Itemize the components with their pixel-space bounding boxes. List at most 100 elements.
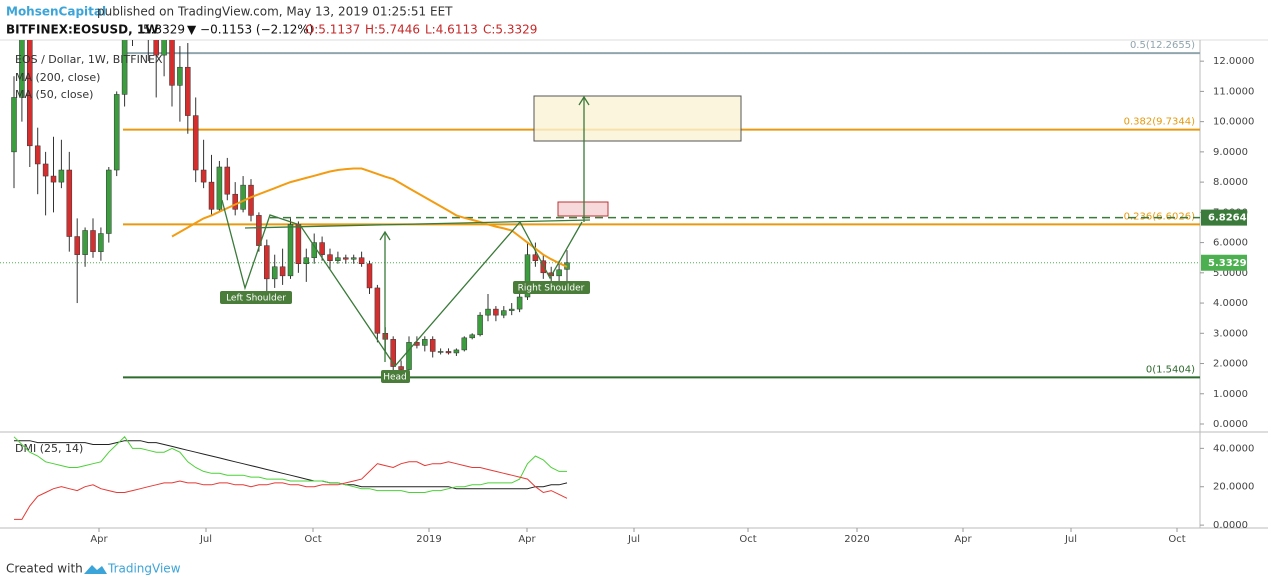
candle-body xyxy=(358,257,365,264)
candle-body xyxy=(224,166,231,195)
candle-body xyxy=(287,224,294,277)
y-tick-label: 9.0000 xyxy=(1213,147,1248,158)
price-badge-label: 6.8264 xyxy=(1208,213,1247,224)
y-tick-label: 1.0000 xyxy=(1213,389,1248,400)
x-tick-label: 2019 xyxy=(416,534,441,545)
candle-body xyxy=(303,257,310,264)
annotation-box xyxy=(381,370,410,383)
candle-body xyxy=(493,308,499,316)
candle-body xyxy=(82,230,88,255)
dmi-pane xyxy=(13,436,568,520)
annotation-box xyxy=(220,291,292,304)
candle-body xyxy=(311,242,317,258)
fib-label: 0.5(12.2655) xyxy=(1130,40,1195,51)
candle-body xyxy=(485,308,491,316)
x-tick-label: 2020 xyxy=(844,534,869,545)
candle-body xyxy=(19,40,25,98)
candle-body xyxy=(508,308,515,311)
y-tick-label: 3.0000 xyxy=(1213,328,1248,339)
line xyxy=(14,440,568,490)
drawings: Left Shoulder Head Right Shoulder xyxy=(220,95,742,383)
x-tick-label: Oct xyxy=(739,534,756,545)
neckline xyxy=(244,219,591,229)
candle-body xyxy=(232,193,238,210)
legend-entry: DMI (25, 14) xyxy=(15,442,83,455)
candle-body xyxy=(532,254,539,261)
y-tick-label: 5.0000 xyxy=(1213,268,1248,279)
x-tick-label: Jul xyxy=(627,534,640,545)
candle-body xyxy=(279,266,286,277)
x-tick-label: Jul xyxy=(1064,534,1077,545)
x-tick-label: Oct xyxy=(1168,534,1185,545)
x-tick-label: Apr xyxy=(90,534,108,545)
candle-body xyxy=(169,40,175,86)
candle-body xyxy=(501,310,507,316)
y-tick-label: 4.0000 xyxy=(1213,298,1248,309)
legend-entry: EOS / Dollar, 1W, BITFINEX xyxy=(15,53,163,66)
open: O:5.1137 xyxy=(305,23,360,37)
y-tick-label: 10.0000 xyxy=(1213,117,1254,128)
y-tick-label: 11.0000 xyxy=(1213,86,1254,97)
y-tick-label: 6.0000 xyxy=(1213,238,1248,249)
y-tick-label: 0.0000 xyxy=(1213,520,1248,531)
candle-body xyxy=(58,169,65,183)
high: H:5.7446 xyxy=(365,23,420,37)
candle-body xyxy=(271,266,278,280)
candle-body xyxy=(516,296,523,310)
candle-body xyxy=(398,366,404,370)
candle-body xyxy=(469,334,475,339)
header: MohsenCapital published on TradingView.c… xyxy=(6,5,537,37)
candle-body xyxy=(366,263,373,289)
candle-body xyxy=(27,40,33,147)
footer: Created with TradingView xyxy=(6,562,181,576)
candle-body xyxy=(437,351,444,353)
low: L:4.6113 xyxy=(425,23,478,37)
candle-body xyxy=(185,66,191,116)
candle-body xyxy=(50,175,57,183)
entry-box xyxy=(557,201,609,217)
x-tick-label: Apr xyxy=(954,534,972,545)
price-badge-label: 5.3329 xyxy=(1208,258,1247,269)
arrow-head xyxy=(379,230,391,241)
x-tick-label: Jul xyxy=(199,534,212,545)
candle-body xyxy=(192,115,199,171)
main-pane: 0.5(12.2655)0.382(9.7344)0.236(6.6026)0(… xyxy=(0,40,1200,379)
y-tick-label: 12.0000 xyxy=(1213,56,1254,67)
price-badge xyxy=(1201,254,1247,271)
legend: EOS / Dollar, 1W, BITFINEX MA (200, clos… xyxy=(15,53,163,455)
candle-body xyxy=(350,257,357,260)
logo xyxy=(84,565,107,574)
candle-body xyxy=(295,224,302,264)
last: 5.3329 xyxy=(143,23,185,37)
line xyxy=(171,167,568,268)
candle-body xyxy=(153,40,159,56)
candle-body xyxy=(429,339,436,352)
annotation: Right Shoulder xyxy=(518,284,585,294)
candle-body xyxy=(445,351,452,354)
candle-body xyxy=(121,40,128,95)
candle-body xyxy=(453,349,460,354)
candle-body xyxy=(66,169,73,237)
target-box xyxy=(533,95,742,142)
axes: 0.0000 1.0000 2.0000 3.0000 4.0000 5.0000 6.00… xyxy=(90,56,1254,545)
y-tick-label: 20.0000 xyxy=(1213,482,1254,493)
annotation: Head xyxy=(383,373,407,383)
candle-body xyxy=(11,97,17,153)
candle-body xyxy=(264,245,270,280)
candle-body xyxy=(106,169,112,234)
candle-body xyxy=(406,342,412,370)
candle-body xyxy=(42,163,49,177)
candle-body xyxy=(240,184,246,210)
candle-body xyxy=(374,287,381,334)
candle-body xyxy=(477,314,483,336)
legend-entry: MA (50, close) xyxy=(15,88,93,101)
y-tick-label: 40.0000 xyxy=(1213,443,1254,454)
close: C:5.3329 xyxy=(483,23,537,37)
line xyxy=(13,436,567,493)
y-tick-label: 8.0000 xyxy=(1213,177,1248,188)
fib-label: 0(1.5404) xyxy=(1146,364,1195,375)
candle-body xyxy=(556,269,562,277)
y-tick-label: 2.0000 xyxy=(1213,359,1248,370)
candle-body xyxy=(208,181,215,210)
candle-body xyxy=(161,40,167,56)
